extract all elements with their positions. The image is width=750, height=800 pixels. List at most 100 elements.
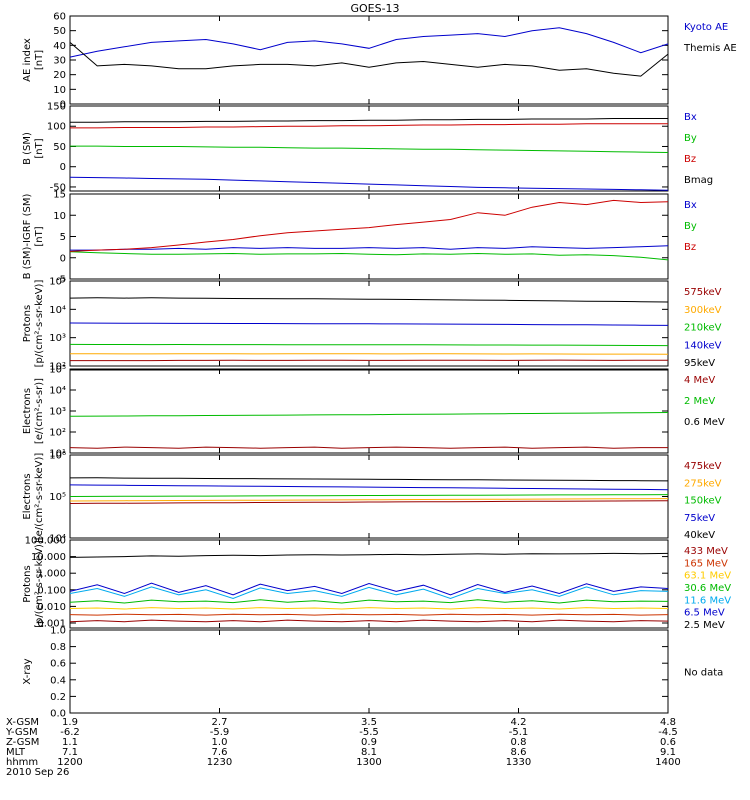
legend-entry: 75keV — [684, 513, 715, 524]
legend-entry: 0.6 MeV — [684, 417, 725, 428]
y-tick-label: 10 — [53, 85, 66, 96]
y-axis-label: B (SM)-IGRF (SM) — [22, 194, 33, 280]
y-tick-label: 10.000 — [31, 552, 66, 563]
legend-entry: Bz — [684, 154, 696, 165]
series-line-protons2-6 — [69, 552, 669, 558]
y-tick-label: 10³ — [49, 333, 66, 344]
y-tick-label: -50 — [50, 182, 66, 193]
legend-entry: 433 MeV — [684, 546, 728, 557]
panel-frame — [69, 193, 669, 280]
series-line-b-0 — [69, 176, 669, 191]
y-axis-label: [p/(cm²-s-sr-keV)] — [34, 280, 45, 368]
y-axis-label: Electrons — [22, 473, 33, 519]
legend-entry: 63.1 MeV — [684, 571, 731, 582]
chart-title: GOES-13 — [350, 2, 399, 15]
y-axis-label: Protons — [22, 305, 33, 342]
panel-frame — [69, 368, 669, 454]
time-axis-value: 9.1 — [660, 747, 676, 758]
y-tick-label: 10⁴ — [49, 534, 66, 545]
y-tick-label: 0.0 — [50, 709, 66, 720]
legend-entry: 6.5 MeV — [684, 608, 725, 619]
panel-frame — [69, 629, 669, 714]
y-tick-label: 10⁶ — [49, 451, 66, 462]
series-line-electrons2-3 — [69, 484, 669, 491]
legend-entry: Bz — [684, 242, 696, 253]
y-tick-label: 10⁵ — [49, 492, 66, 503]
y-axis-label: AE index — [22, 38, 33, 82]
y-axis-label: [p/(cm²-s-sr-keV)] — [34, 540, 45, 628]
series-line-protons2-1 — [69, 613, 669, 616]
panel-bigrf: -5 0 5 10 15 B (SM)-IGRF (SM) [nT] Bx By Bz — [22, 190, 697, 286]
legend-entry: Themis AE — [683, 43, 737, 54]
time-axis-value: 0.6 — [660, 737, 676, 748]
series-line-protons2-4 — [69, 586, 669, 600]
legend-entry: Kyoto AE — [684, 22, 728, 33]
y-tick-label: 1.000 — [37, 569, 66, 580]
time-axis-row-label: Z-GSM — [6, 737, 39, 748]
time-axis-value: 1300 — [356, 757, 381, 768]
legend-entry: 300keV — [684, 305, 722, 316]
time-axis-value: -6.2 — [60, 727, 80, 738]
legend-entry: 2 MeV — [684, 396, 715, 407]
legend-entry: 475keV — [684, 461, 722, 472]
legend-entry: 150keV — [684, 496, 722, 507]
series-line-bigrf-2 — [69, 199, 669, 252]
legend-entry: 140keV — [684, 340, 722, 351]
y-tick-label: 0 — [60, 162, 66, 173]
time-axis-value: -4.5 — [658, 727, 678, 738]
y-tick-label: 30 — [53, 56, 66, 67]
y-tick-label: 0 — [60, 253, 66, 264]
legend-entry: 95keV — [684, 358, 715, 369]
series-line-protons1-2 — [69, 343, 669, 347]
panel-protons2: 0.001 0.010 0.100 1.000 10.000 100.000 Protons… — [22, 536, 731, 632]
y-tick-label: 10⁴ — [49, 305, 66, 316]
legend-entry: By — [684, 133, 697, 144]
y-tick-label: 40 — [53, 41, 66, 52]
legend-entry: Bx — [684, 200, 697, 211]
y-tick-label: 50 — [53, 142, 66, 153]
y-axis-label: [nT] — [34, 138, 45, 158]
date-label: 2010 Sep 26 — [6, 767, 69, 778]
legend-entry: 4 MeV — [684, 375, 715, 386]
series-line-electrons1-0 — [69, 446, 668, 449]
time-axis-value: 1400 — [655, 757, 680, 768]
y-tick-label: 10⁵ — [49, 365, 66, 376]
y-tick-label: 20 — [53, 70, 66, 81]
y-tick-label: 150 — [47, 102, 66, 113]
panel-xray: 0.0 0.2 0.4 0.6 0.8 1.0 X-ray No data — [22, 626, 723, 720]
time-axis-row-label: Y-GSM — [5, 727, 38, 738]
legend-entry: Bx — [684, 112, 697, 123]
time-axis-value: 8.1 — [361, 747, 377, 758]
time-axis-value: 1.0 — [212, 737, 228, 748]
y-axis-label: [nT] — [34, 226, 45, 246]
legend-entry: Bmag — [684, 175, 713, 186]
y-tick-label: 0 — [60, 100, 66, 111]
time-axis-value: 8.6 — [511, 747, 527, 758]
y-tick-label: 10 — [53, 211, 66, 222]
panel-frame — [69, 15, 669, 105]
y-tick-label: -5 — [56, 275, 66, 286]
y-tick-label: 0.001 — [37, 619, 66, 630]
time-axis-value: 1230 — [207, 757, 232, 768]
legend-entry: 165 MeV — [684, 558, 728, 569]
time-axis-row-label: MLT — [6, 747, 26, 758]
y-tick-label: 10³ — [49, 407, 66, 418]
time-axis-value: 3.5 — [361, 717, 377, 728]
time-axis-value: 7.6 — [212, 747, 228, 758]
series-line-b-3 — [70, 118, 668, 123]
y-tick-label: 100.000 — [25, 536, 66, 547]
y-tick-label: 10⁴ — [49, 386, 66, 397]
time-axis-value: 7.1 — [62, 747, 78, 758]
panel-electrons1: 10¹ 10² 10³ 10⁴ 10⁵ Electrons [e/(cm²-s-sr)] 4 … — [22, 365, 725, 460]
y-axis-label: [nT] — [34, 50, 45, 70]
y-axis-label: Protons — [22, 565, 33, 602]
y-tick-label: 0.8 — [50, 642, 66, 653]
time-axis-value: -5.5 — [359, 727, 379, 738]
panel-electrons2: 10⁴ 10⁵ 10⁶ Electrons [e/(cm²-s-sr-keV)] 475k… — [22, 451, 722, 545]
y-axis-label: [e/(cm²-s-sr-keV)] — [34, 453, 45, 541]
y-tick-label: 5 — [60, 232, 66, 243]
time-axis-row-label: hhmm — [6, 757, 38, 768]
time-axis-value: 4.2 — [511, 717, 527, 728]
time-axis-value: 4.8 — [660, 717, 676, 728]
